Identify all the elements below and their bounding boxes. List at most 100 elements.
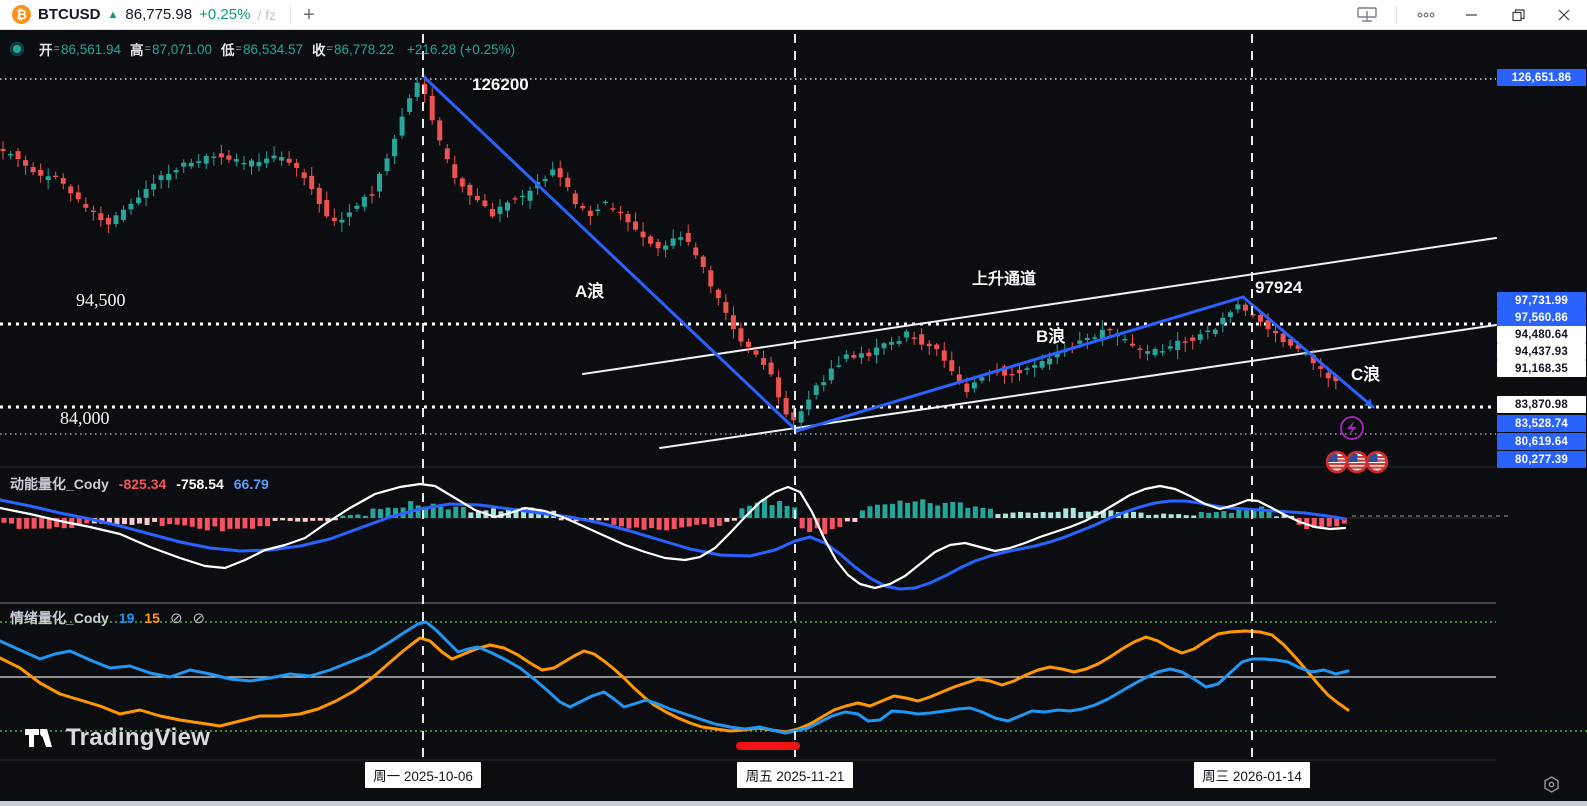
- histogram-bar: [1221, 511, 1227, 518]
- candle-body: [723, 302, 729, 313]
- histogram-bar: [1146, 515, 1152, 518]
- histogram-bar: [137, 518, 143, 524]
- candle-body: [956, 374, 962, 383]
- histogram-bar: [475, 510, 481, 518]
- tradingview-logo-icon: [25, 729, 52, 747]
- histogram-bar: [1334, 518, 1340, 527]
- minimize-button[interactable]: [1449, 0, 1495, 30]
- candle-body: [1122, 338, 1128, 341]
- candle-body: [768, 362, 774, 375]
- us-flag-event-icon[interactable]: [1365, 450, 1389, 474]
- histogram-bar: [882, 504, 888, 518]
- sentiment-indicator-title[interactable]: 情绪量化_Cody: [10, 610, 109, 626]
- histogram-bar: [249, 518, 255, 529]
- candle-body: [83, 203, 89, 208]
- price-scale-label: 97,560.86: [1497, 309, 1586, 326]
- histogram-bar: [686, 518, 692, 527]
- candle-body: [821, 382, 827, 386]
- histogram-bar: [355, 514, 361, 518]
- candle-body: [151, 183, 157, 190]
- histogram-bar: [1213, 512, 1219, 518]
- histogram-bar: [468, 512, 474, 518]
- histogram-bar: [1319, 518, 1325, 528]
- histogram-bar: [370, 508, 376, 518]
- candle-body: [813, 385, 819, 395]
- change-percent: +0.25%: [199, 6, 251, 23]
- histogram-bar: [769, 505, 775, 518]
- momentum-value-2: -758.54: [176, 476, 224, 492]
- histogram-bar: [920, 499, 926, 518]
- us-flag-event-icon[interactable]: [1325, 450, 1349, 474]
- candle-body: [8, 154, 14, 156]
- histogram-bar: [1100, 510, 1106, 518]
- candle-body: [761, 358, 767, 365]
- new-tab-button[interactable]: +: [303, 3, 315, 26]
- pane-settings-icon[interactable]: [1543, 776, 1560, 798]
- histogram-bar: [1206, 512, 1212, 518]
- histogram-bar: [1311, 518, 1317, 528]
- close-button[interactable]: [1541, 0, 1587, 30]
- histogram-bar: [219, 518, 225, 532]
- histogram-bar: [762, 499, 768, 518]
- histogram-bar: [242, 518, 248, 529]
- candle-body: [1303, 353, 1309, 355]
- candle-body: [738, 328, 744, 342]
- histogram-bar: [867, 506, 873, 518]
- candle-body: [670, 238, 676, 246]
- series-status-icon[interactable]: [10, 42, 24, 56]
- candle-body: [1242, 304, 1248, 311]
- candle-body: [482, 200, 488, 207]
- price-scale-label: 80,277.39: [1497, 451, 1586, 468]
- high-value: 87,071.00: [151, 41, 212, 57]
- candle-body: [339, 219, 345, 223]
- histogram-bar: [897, 500, 903, 518]
- histogram-bar: [1243, 509, 1249, 518]
- histogram-bar: [859, 510, 865, 518]
- no-entry-icon: ⊘: [169, 610, 183, 627]
- tradingview-logo[interactable]: TradingView: [24, 724, 210, 752]
- more-options-button[interactable]: [1403, 0, 1449, 30]
- candle-body: [1280, 333, 1286, 343]
- histogram-bar: [1198, 511, 1204, 518]
- annotation-wave-c: C浪: [1351, 365, 1381, 384]
- histogram-bar: [1183, 515, 1189, 518]
- histogram-bar: [61, 518, 67, 529]
- us-flag-event-icon[interactable]: [1345, 450, 1369, 474]
- histogram-bar: [1, 518, 7, 523]
- histogram-bar: [1078, 512, 1084, 518]
- candle-body: [437, 120, 443, 141]
- candle-body: [120, 209, 126, 220]
- symbol-tab[interactable]: ₿ BTCUSD ▲ 86,775.98 +0.25% / fz: [0, 5, 276, 24]
- histogram-bar: [807, 518, 813, 532]
- histogram-bar: [332, 518, 338, 521]
- restore-button[interactable]: [1495, 0, 1541, 30]
- candle-body: [866, 352, 872, 357]
- candle-body: [1009, 373, 1015, 376]
- momentum-indicator-title[interactable]: 动能量化_Cody: [10, 476, 109, 492]
- histogram-bar: [829, 518, 835, 530]
- histogram-bar: [588, 518, 594, 521]
- histogram-bar: [1048, 512, 1054, 518]
- candle-body: [791, 412, 797, 421]
- candle-body: [0, 148, 6, 152]
- momentum-value-3: 66.79: [233, 476, 269, 492]
- histogram-bar: [980, 507, 986, 518]
- candle-body: [53, 175, 59, 178]
- histogram-bar: [272, 518, 278, 521]
- candle-body: [648, 236, 654, 244]
- wave-trendline: [421, 74, 799, 433]
- toolbar-divider: [1396, 6, 1397, 24]
- candle-body: [286, 158, 292, 163]
- price-scale-label: 83,528.74: [1497, 415, 1586, 432]
- candle-body: [1197, 334, 1203, 340]
- histogram-bar: [905, 502, 911, 518]
- lightning-event-icon: [1340, 416, 1364, 440]
- layout-icon[interactable]: [1344, 0, 1390, 30]
- histogram-bar: [227, 518, 233, 529]
- histogram-bar: [777, 501, 783, 518]
- histogram-bar: [671, 518, 677, 530]
- histogram-bar: [1108, 510, 1114, 518]
- candle-body: [361, 196, 367, 207]
- tab-divider: [290, 4, 292, 25]
